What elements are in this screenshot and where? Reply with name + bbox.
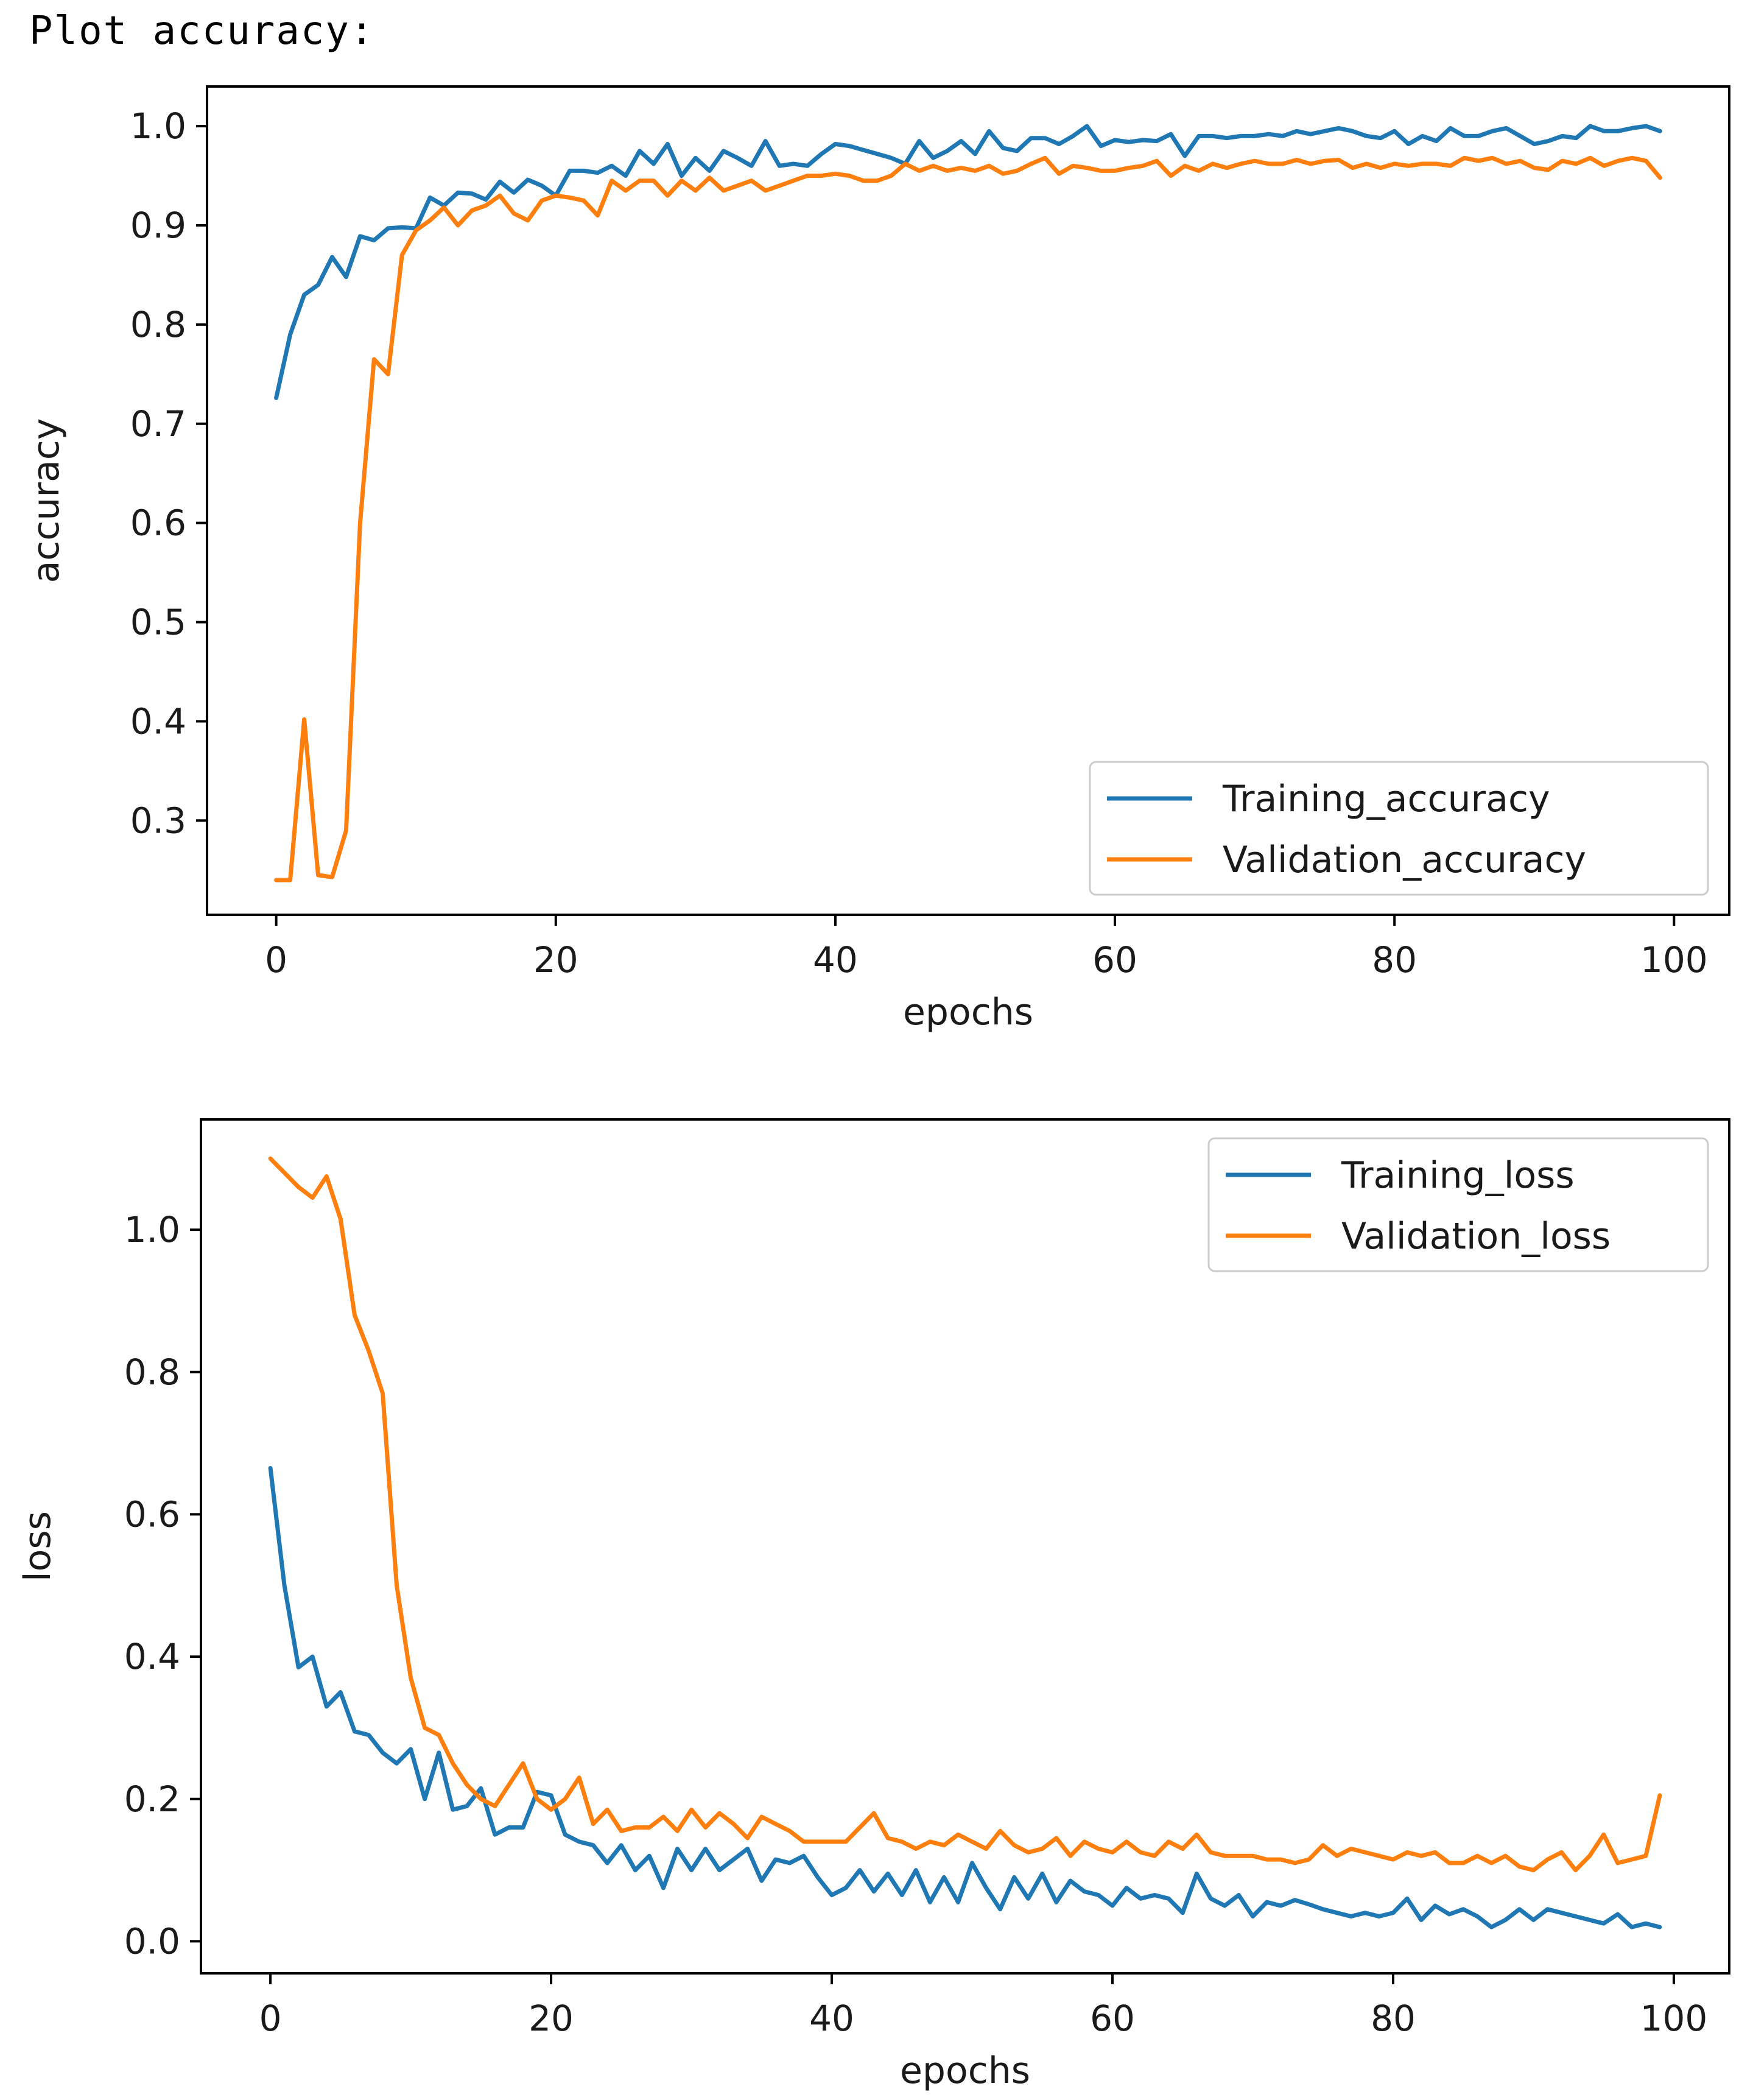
y-axis-label: accuracy <box>25 418 68 583</box>
x-axis-label: epochs <box>900 2049 1030 2092</box>
legend-box <box>1089 761 1709 896</box>
x-tick-label: 40 <box>809 1998 854 2039</box>
series-line-training-accuracy <box>274 124 1662 400</box>
x-tick-label: 0 <box>259 1998 282 2039</box>
legend-label: Validation_accuracy <box>1223 839 1586 881</box>
accuracy-chart: 0 20 40 60 80 100 0.3 0.4 0.5 0.6 0.7 0.8 0.9 1.0 epoc… <box>25 85 1730 1034</box>
x-tick-label: 80 <box>1371 1998 1416 2039</box>
axes-frame <box>200 1118 1730 1975</box>
x-tick-label: 100 <box>1640 939 1708 981</box>
x-tick-label: 80 <box>1372 939 1417 981</box>
series-line-training-loss <box>268 1466 1662 1929</box>
axes-frame <box>206 85 1730 916</box>
legend: Training_loss Validation_loss <box>1207 1137 1709 1272</box>
x-tick-label: 60 <box>1092 939 1137 981</box>
y-tick-label: 0.8 <box>124 1351 180 1393</box>
y-tick-label: 0.9 <box>130 205 186 246</box>
series-line-validation-accuracy <box>274 155 1662 883</box>
y-tick-label: 0.4 <box>124 1636 180 1677</box>
x-tick-label: 20 <box>529 1998 574 2039</box>
x-tick-label: 40 <box>813 939 858 981</box>
x-tick-label: 0 <box>265 939 287 981</box>
y-tick-label: 0.5 <box>130 602 186 643</box>
x-tick-label: 60 <box>1090 1998 1135 2039</box>
y-tick-label: 0.6 <box>124 1493 180 1535</box>
y-tick-label: 0.7 <box>130 403 186 445</box>
legend-label: Training_loss <box>1341 1154 1575 1197</box>
loss-chart: 0 20 40 60 80 100 0.0 0.2 0.4 0.6 0.8 1.0 epochs loss… <box>16 1118 1730 2092</box>
y-tick-label: 0.4 <box>130 700 186 742</box>
x-tick-label: 20 <box>533 939 578 981</box>
y-tick-label: 0.2 <box>124 1778 180 1820</box>
y-axis-label: loss <box>16 1511 59 1582</box>
legend: Training_accuracy Validation_accuracy <box>1089 761 1709 896</box>
y-tick-label: 0.0 <box>124 1920 180 1962</box>
y-tick-label: 0.3 <box>130 800 186 841</box>
series-line-validation-loss <box>268 1156 1662 1873</box>
legend-label: Validation_loss <box>1341 1215 1611 1258</box>
y-tick-label: 0.8 <box>130 304 186 345</box>
plot-heading: Plot accuracy: <box>29 9 375 54</box>
y-tick-label: 1.0 <box>130 105 186 147</box>
y-tick-label: 0.6 <box>130 502 186 544</box>
y-tick-label: 1.0 <box>124 1209 180 1250</box>
x-tick-label: 100 <box>1640 1998 1708 2039</box>
legend-box <box>1207 1137 1709 1272</box>
legend-label: Training_accuracy <box>1222 778 1550 820</box>
x-axis-label: epochs <box>903 991 1033 1034</box>
